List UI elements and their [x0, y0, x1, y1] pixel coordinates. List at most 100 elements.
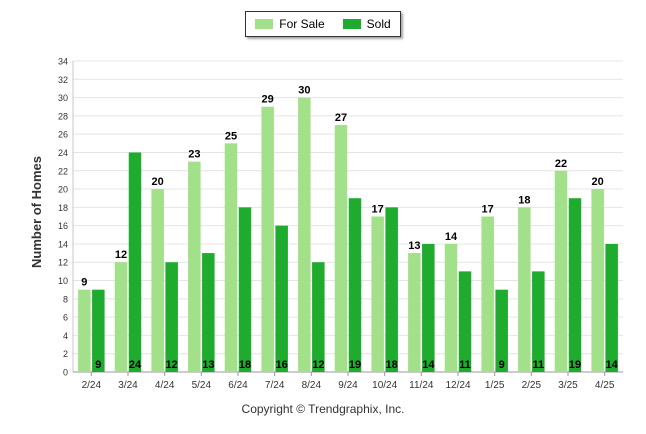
bar-for-sale-4-25	[591, 189, 604, 372]
bar-for-sale-5-24	[188, 161, 201, 372]
y-tick-label-14: 14	[58, 239, 68, 249]
data-label-sold-10-24: 18	[386, 359, 398, 371]
data-label-sold-5-24: 13	[202, 359, 214, 371]
x-tick-label-6-24: 6/24	[228, 380, 248, 391]
bar-sold-6-24	[238, 207, 252, 372]
y-tick-label-8: 8	[63, 294, 68, 304]
bar-for-sale-6-24	[224, 143, 238, 372]
data-label-sold-6-24: 18	[239, 359, 251, 371]
data-label-for-sale-3-25: 22	[555, 158, 567, 170]
y-tick-label-4: 4	[63, 331, 68, 341]
x-tick-label-9-24: 9/24	[338, 380, 358, 391]
bar-sold-9-24	[348, 198, 362, 372]
bar-sold-10-24	[385, 207, 398, 372]
data-label-for-sale-1-25: 17	[482, 204, 494, 216]
x-tick-label-12-24: 12/24	[445, 380, 470, 391]
data-label-for-sale-4-24: 20	[152, 176, 164, 188]
data-label-for-sale-2-25: 18	[518, 194, 530, 206]
bar-for-sale-8-24	[298, 97, 311, 373]
y-tick-label-32: 32	[58, 75, 68, 85]
x-tick-label-2-25: 2/25	[522, 380, 542, 391]
bar-sold-1-25	[495, 289, 508, 372]
y-axis-title: Number of Homes	[29, 156, 44, 268]
x-tick-label-10-24: 10/24	[372, 380, 397, 391]
bar-for-sale-7-24	[261, 106, 274, 372]
data-label-sold-7-24: 16	[276, 359, 288, 371]
data-label-for-sale-8-24: 30	[298, 85, 310, 97]
x-tick-label-7-24: 7/24	[265, 380, 285, 391]
data-label-for-sale-10-24: 17	[372, 204, 384, 216]
bar-sold-3-25	[568, 198, 582, 372]
bar-for-sale-2-24	[78, 289, 91, 372]
bar-for-sale-3-24	[114, 262, 128, 372]
y-tick-label-0: 0	[63, 368, 68, 378]
y-tick-label-12: 12	[58, 258, 68, 268]
y-tick-label-20: 20	[58, 185, 68, 195]
bar-sold-2-24	[92, 289, 105, 372]
x-tick-label-3-24: 3/24	[118, 380, 138, 391]
bar-sold-11-24	[422, 243, 435, 372]
data-label-for-sale-4-25: 20	[592, 176, 604, 188]
data-label-sold-3-25: 19	[569, 359, 581, 371]
bar-for-sale-11-24	[408, 253, 421, 372]
bar-for-sale-2-25	[518, 207, 531, 372]
legend-swatch-for-sale	[255, 19, 274, 29]
y-tick-label-26: 26	[58, 130, 68, 140]
bar-sold-7-24	[275, 225, 288, 372]
y-tick-label-34: 34	[58, 57, 68, 67]
data-label-sold-4-24: 12	[166, 359, 178, 371]
x-tick-label-4-24: 4/24	[155, 380, 175, 391]
x-tick-label-8-24: 8/24	[302, 380, 322, 391]
legend-item-for-sale[interactable]: For Sale	[255, 17, 325, 31]
bar-for-sale-10-24	[371, 216, 384, 372]
data-label-sold-2-24: 9	[95, 359, 101, 371]
x-tick-label-4-25: 4/25	[595, 380, 615, 391]
data-label-sold-4-25: 14	[606, 359, 619, 371]
bar-for-sale-3-25	[554, 170, 568, 372]
bar-for-sale-4-24	[151, 189, 164, 372]
data-label-for-sale-11-24: 13	[408, 240, 420, 252]
bar-sold-2-25	[532, 271, 545, 372]
x-tick-label-11-24: 11/24	[409, 380, 434, 391]
data-label-for-sale-7-24: 29	[262, 94, 274, 106]
legend-item-sold[interactable]: Sold	[342, 17, 391, 31]
y-tick-label-24: 24	[58, 148, 68, 158]
data-label-for-sale-9-24: 27	[335, 112, 347, 124]
data-label-for-sale-5-24: 23	[188, 149, 200, 161]
bar-sold-12-24	[458, 271, 472, 372]
bar-for-sale-12-24	[444, 243, 458, 372]
copyright-text: Copyright © Trendgraphix, Inc.	[241, 402, 405, 416]
bar-sold-8-24	[312, 262, 325, 372]
data-label-sold-12-24: 11	[459, 359, 471, 371]
y-tick-label-6: 6	[63, 313, 68, 323]
data-label-for-sale-2-24: 9	[81, 277, 87, 289]
x-tick-label-3-25: 3/25	[558, 380, 578, 391]
data-label-sold-9-24: 19	[349, 359, 361, 371]
y-tick-label-2: 2	[63, 349, 68, 359]
y-tick-label-22: 22	[58, 166, 68, 176]
data-label-sold-2-25: 11	[533, 359, 545, 371]
bar-sold-5-24	[202, 253, 215, 372]
y-tick-label-28: 28	[58, 111, 68, 121]
x-tick-label-2-24: 2/24	[82, 380, 102, 391]
data-label-for-sale-12-24: 14	[445, 231, 458, 243]
data-label-sold-11-24: 14	[422, 359, 435, 371]
x-tick-label-5-24: 5/24	[192, 380, 212, 391]
data-label-sold-1-25: 9	[499, 359, 505, 371]
data-label-for-sale-3-24: 12	[115, 249, 127, 261]
data-label-sold-8-24: 12	[312, 359, 324, 371]
y-tick-label-18: 18	[58, 203, 68, 213]
y-tick-label-16: 16	[58, 221, 68, 231]
bar-for-sale-9-24	[334, 125, 348, 372]
data-label-sold-3-24: 24	[129, 359, 142, 371]
legend-swatch-sold	[342, 19, 361, 29]
legend-label-for-sale: For Sale	[279, 17, 325, 31]
bar-sold-4-25	[605, 243, 618, 372]
data-label-for-sale-6-24: 25	[225, 130, 237, 142]
legend: For Sale Sold	[245, 11, 401, 37]
bar-for-sale-1-25	[481, 216, 494, 372]
y-tick-label-30: 30	[58, 93, 68, 103]
x-tick-label-1-25: 1/25	[485, 380, 505, 391]
legend-label-sold: Sold	[366, 17, 391, 31]
